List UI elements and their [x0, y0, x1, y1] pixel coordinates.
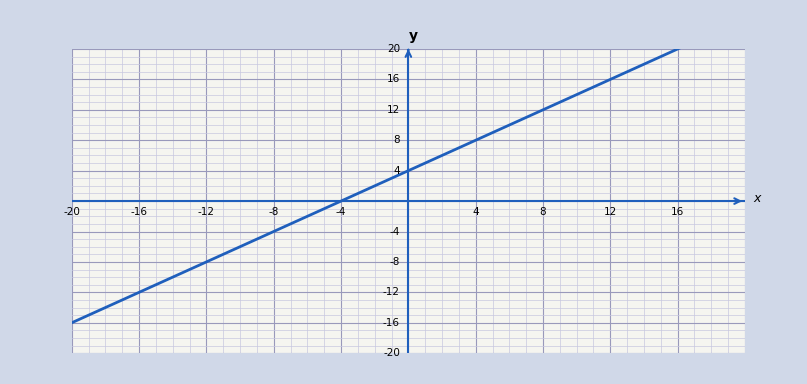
Text: 16: 16 [387, 74, 400, 84]
Text: -8: -8 [269, 207, 279, 217]
Text: 12: 12 [604, 207, 617, 217]
Text: -8: -8 [390, 257, 400, 267]
Text: 16: 16 [671, 207, 684, 217]
Text: -12: -12 [198, 207, 215, 217]
Text: 4: 4 [393, 166, 400, 175]
Text: 8: 8 [540, 207, 546, 217]
Text: -16: -16 [383, 318, 400, 328]
Text: $x$: $x$ [754, 192, 763, 205]
Text: -16: -16 [131, 207, 148, 217]
Text: -12: -12 [383, 287, 400, 297]
Text: -4: -4 [336, 207, 346, 217]
Text: -4: -4 [390, 227, 400, 237]
Text: $\mathbf{y}$: $\mathbf{y}$ [408, 30, 419, 45]
Text: -20: -20 [383, 348, 400, 358]
Text: -20: -20 [63, 207, 80, 217]
Text: 4: 4 [472, 207, 479, 217]
Text: 8: 8 [393, 135, 400, 145]
Text: 20: 20 [387, 44, 400, 54]
Text: 12: 12 [387, 105, 400, 115]
